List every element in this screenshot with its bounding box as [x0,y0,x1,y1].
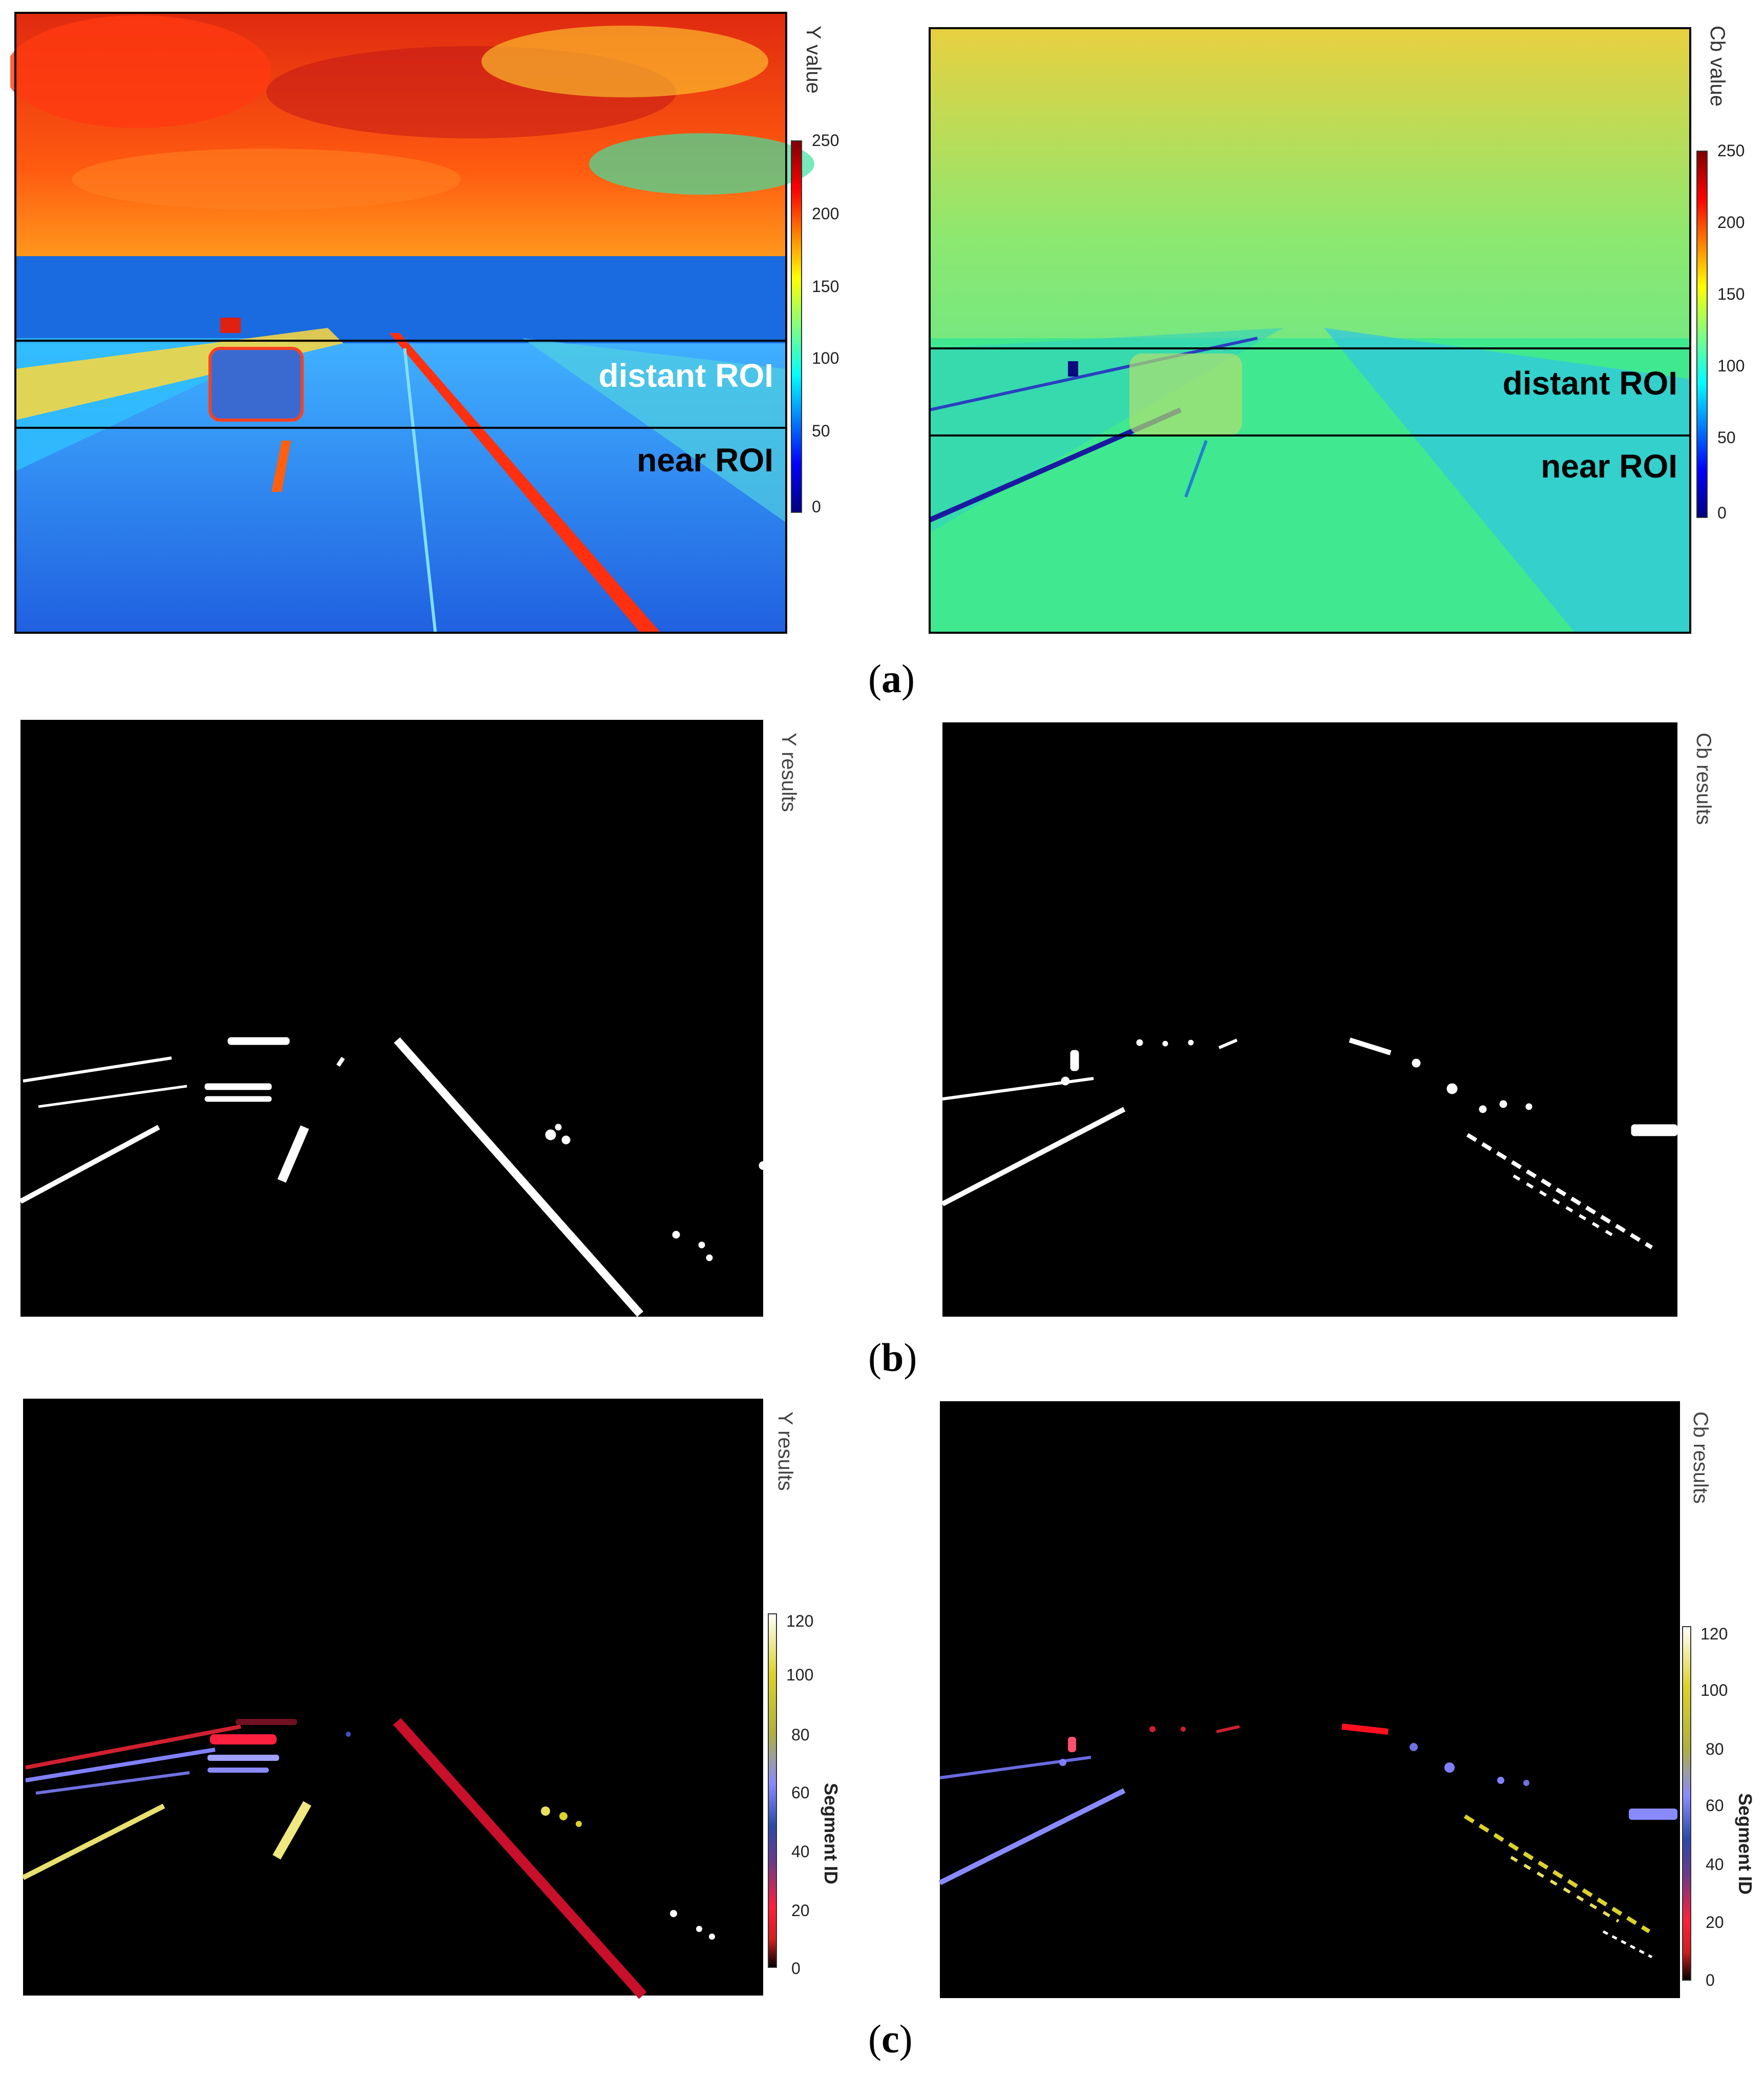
svg-text:250: 250 [1717,141,1745,160]
svg-text:100: 100 [1717,357,1745,375]
svg-text:0: 0 [812,497,821,516]
svg-text:50: 50 [1717,428,1736,447]
image-frame [14,12,787,634]
y-results-image [20,720,763,1317]
svg-text:80: 80 [1706,1740,1724,1758]
figure-a-right: distant ROI near ROI Cb value 250 200 15… [928,26,1745,634]
svg-text:100: 100 [1700,1681,1728,1699]
svg-text:20: 20 [1706,1913,1724,1931]
colorbar-ticks: 120 100 80 60 40 20 0 [1700,1625,1728,1989]
image-title: Cb results [1692,733,1715,825]
svg-text:80: 80 [791,1726,810,1744]
svg-text:0: 0 [1717,504,1727,522]
colorbar-title: Segment ID [821,1783,842,1884]
svg-text:200: 200 [812,204,839,223]
colorbar-ticks: 120 100 80 60 40 20 0 [786,1612,813,1978]
lane-detections [941,1037,1678,1250]
svg-text:50: 50 [812,422,830,440]
svg-text:40: 40 [791,1842,810,1861]
near-roi-label: near ROI [637,442,773,479]
near-roi-label: near ROI [1541,448,1677,485]
colorbar [768,1613,777,1968]
image-frame [929,27,1691,634]
svg-text:0: 0 [791,1959,801,1978]
svg-text:40: 40 [1706,1855,1724,1874]
svg-text:100: 100 [786,1666,813,1684]
svg-text:120: 120 [786,1612,813,1630]
svg-text:120: 120 [1700,1625,1728,1643]
svg-text:100: 100 [812,349,839,367]
caption-b: (b) [868,1335,917,1380]
svg-text:60: 60 [1706,1796,1724,1815]
distant-roi-label: distant ROI [599,357,773,394]
distant-roi-label: distant ROI [1503,365,1677,402]
lane-segments [938,1723,1677,1959]
cb-value-image [928,28,1690,633]
figure-b-left: Y results [19,720,800,1317]
colorbar-ticks: 250 200 150 100 50 0 [812,131,839,516]
lane-detections [19,1037,768,1317]
colorbar-title: Cb value [1706,26,1729,107]
colorbar [791,140,802,513]
segment-image [940,1401,1680,1998]
figure-c-right: Cb results 120 100 80 60 40 20 0 Segment… [938,1401,1756,1998]
caption-c: (c) [868,2017,913,2061]
distant-roi-box [929,347,1691,437]
svg-text:150: 150 [1717,285,1745,303]
svg-text:150: 150 [812,277,839,296]
lane-segments [22,1718,715,1999]
colorbar [1696,151,1708,518]
svg-text:60: 60 [791,1783,810,1802]
svg-text:20: 20 [791,1901,810,1920]
svg-text:0: 0 [1706,1971,1715,1989]
cb-results-image [942,722,1677,1317]
image-title: Y results [778,733,800,812]
caption-a: (a) [868,656,915,701]
colorbar-title: Y value [802,26,825,94]
image-title: Y results [774,1411,796,1491]
figure-b-right: Cb results [941,722,1715,1317]
image-title: Cb results [1689,1411,1712,1504]
colorbar-ticks: 250 200 150 100 50 0 [1717,141,1745,522]
figure-c-left: Y results 120 100 80 60 40 20 0 Segment … [22,1399,842,1999]
figure-a-left: distant ROI near ROI Y value 250 200 150… [10,12,839,634]
y-value-image [10,13,814,633]
colorbar-title: Segment ID [1735,1793,1756,1895]
svg-text:200: 200 [1717,213,1745,232]
segment-image [23,1399,763,1996]
colorbar [1682,1626,1691,1981]
svg-text:250: 250 [812,131,839,150]
